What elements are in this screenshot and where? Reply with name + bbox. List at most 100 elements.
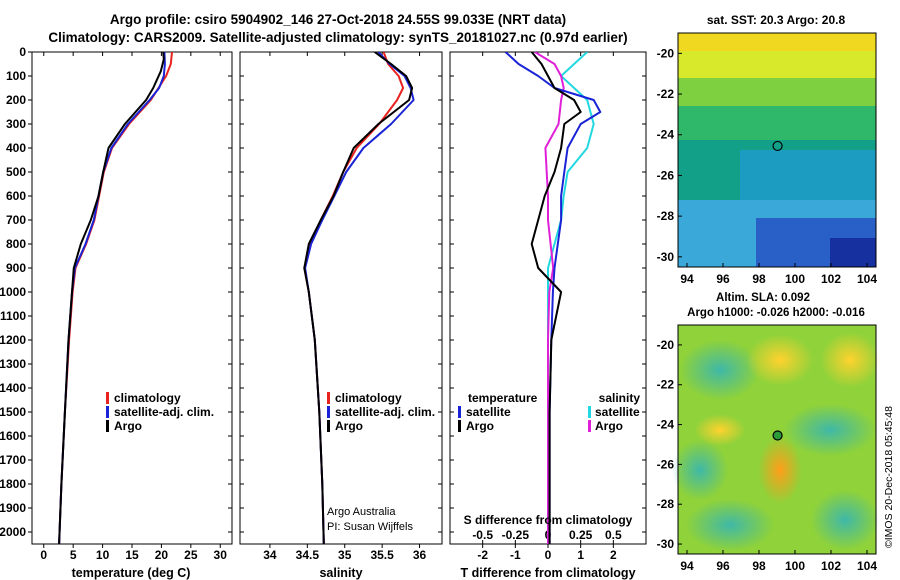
x-tick-label: 34.5 (296, 548, 320, 562)
temperature-legend: climatology satellite-adj. clim. Argo (106, 391, 214, 433)
map-y-tick-label: -30 (657, 537, 675, 551)
sst-map-axes: 94 96 98 100 102 104 -20 -22 -24 -26 -28 -30 (657, 46, 878, 286)
depth-tick-label: 2000 (0, 525, 26, 539)
credit-line1: Argo Australia (327, 506, 396, 518)
depth-tick-label: 200 (6, 93, 26, 107)
map-x-tick-label: 100 (785, 559, 805, 573)
map-x-tick-label: 94 (680, 272, 694, 286)
x-tick-label: -2 (477, 548, 488, 562)
depth-tick-label: 1300 (0, 357, 26, 371)
salinity-legend: climatology satellite-adj. clim. Argo (327, 391, 435, 433)
map-y-tick-label: -28 (657, 209, 675, 223)
sst-map (677, 32, 877, 268)
temperature-xlabel: temperature (deg C) (72, 566, 191, 580)
depth-tick-label: 0 (19, 45, 26, 59)
sst-argo-marker (772, 140, 783, 152)
sla-high-blob (694, 414, 746, 446)
sst-cool-patch (740, 150, 876, 205)
depth-tick-label: 1400 (0, 381, 26, 395)
t-difference-x-ticks: -2 -1 0 1 2 (477, 52, 617, 562)
depth-tick-label: 1500 (0, 405, 26, 419)
map-y-tick-label: -22 (657, 378, 675, 392)
sst-mid-band (678, 78, 876, 106)
legend-climatology-swatch (327, 392, 330, 404)
map-y-tick-label: -28 (657, 497, 675, 511)
map-y-tick-label: -24 (657, 128, 675, 142)
sla-high-blob (820, 332, 880, 388)
legend-argo-label: Argo (114, 419, 142, 433)
map-y-tick-label: -24 (657, 418, 675, 432)
map-y-tick-label: -30 (657, 250, 675, 264)
temperature-x-ticks: 0 5 10 15 20 25 30 (40, 52, 227, 562)
temperature-climatology-line (58, 52, 173, 544)
salinity-xlabel: salinity (319, 566, 362, 580)
top-x-tick-label: 0.25 (569, 528, 593, 542)
salinity-argo-difference-line (534, 52, 565, 544)
sla-low-blob (811, 490, 879, 550)
sla-map-title: Altim. SLA: 0.092 (716, 292, 810, 304)
depth-tick-label: 500 (6, 165, 26, 179)
map-x-tick-label: 102 (821, 272, 841, 286)
temperature-satellite-line (58, 52, 166, 544)
legend-salinity-title: salinity (599, 391, 641, 405)
temperature-satellite-difference-line (504, 52, 602, 544)
x-tick-label: -1 (510, 548, 521, 562)
sla-low-blob (680, 340, 760, 400)
legend-climatology-swatch (106, 392, 109, 404)
x-tick-label: 36 (413, 548, 427, 562)
sst-coldest-patch (830, 238, 876, 267)
salinity-panel-frame (239, 51, 443, 545)
map-y-tick-label: -22 (657, 87, 675, 101)
sst-map-title: sat. SST: 20.3 Argo: 20.8 (707, 13, 846, 27)
map-y-tick-label: -26 (657, 457, 675, 471)
x-tick-label: 10 (96, 548, 110, 562)
map-y-tick-label: -20 (657, 46, 675, 60)
x-tick-label: 2 (610, 548, 617, 562)
depth-tick-label: 1700 (0, 453, 26, 467)
depth-tick-label: 400 (6, 141, 26, 155)
x-tick-label: 35.5 (370, 548, 394, 562)
legend-t-argo-swatch (458, 420, 461, 432)
depth-tick-label: 1200 (0, 333, 26, 347)
top-x-tick-label: -0.5 (472, 528, 493, 542)
x-tick-label: 0 (545, 548, 552, 562)
temperature-series-lines (58, 52, 173, 544)
sst-warmest-band (678, 33, 876, 51)
map-x-tick-label: 98 (752, 272, 766, 286)
top-x-tick-label: 0.5 (605, 528, 622, 542)
sla-argo-marker (772, 430, 783, 441)
legend-argo-swatch (327, 420, 330, 432)
sla-map-frame (677, 324, 877, 555)
x-tick-label: 5 (70, 548, 77, 562)
x-tick-label: 20 (155, 548, 169, 562)
depth-tick-label: 1000 (0, 285, 26, 299)
depth-tick-label: 800 (6, 237, 26, 251)
argo-float-position-marker (772, 430, 783, 441)
top-x-tick-label: -0.25 (502, 528, 530, 542)
sla-low-blob (672, 440, 728, 500)
sst-map-frame (677, 32, 877, 268)
temperature-argo-line (58, 52, 165, 544)
depth-tick-label: 700 (6, 213, 26, 227)
depth-tick-label: 1800 (0, 477, 26, 491)
x-tick-label: 34 (263, 548, 277, 562)
difference-legend: temperature satellite Argo salinity sate… (458, 391, 640, 433)
legend-t-satellite-label: satellite (466, 405, 511, 419)
map-x-tick-label: 104 (857, 559, 877, 573)
map-x-tick-label: 100 (785, 272, 805, 286)
map-x-tick-label: 96 (716, 559, 730, 573)
map-x-tick-label: 94 (680, 559, 694, 573)
depth-tick-label: 1100 (0, 309, 26, 323)
temperature-argo-difference-line (530, 52, 582, 544)
depth-tick-label: 600 (6, 189, 26, 203)
map-y-tick-label: -20 (657, 338, 675, 352)
salinity-satellite-difference-line (547, 52, 595, 544)
legend-climatology-label: climatology (114, 391, 181, 405)
figure-title-line2: Climatology: CARS2009. Satellite-adjuste… (48, 30, 627, 45)
legend-argo-label: Argo (335, 419, 363, 433)
sla-map-axes: 94 96 98 100 102 104 -20 -22 -24 -26 -28 -30 (657, 338, 878, 573)
sst-green-band (678, 106, 876, 140)
t-difference-xlabel: T difference from climatology (460, 566, 635, 580)
x-tick-label: 35 (338, 548, 352, 562)
